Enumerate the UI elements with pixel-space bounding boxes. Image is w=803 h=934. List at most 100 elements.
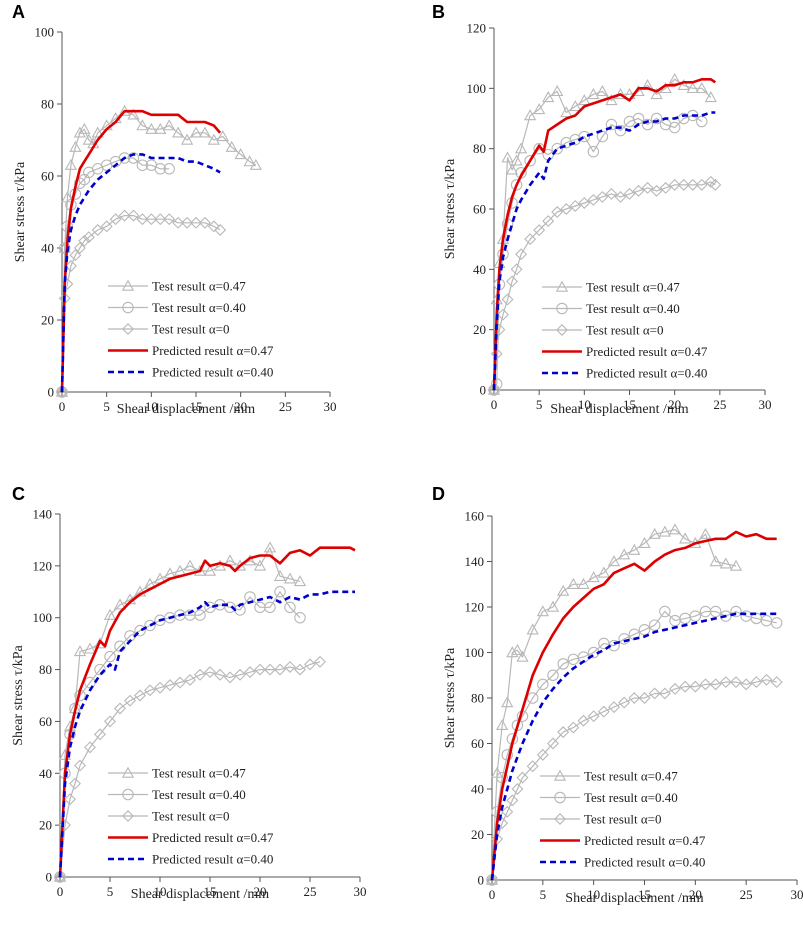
panel-d-y-axis-title: Shear stress τ/kPa [443, 647, 458, 748]
panel-d-series-2-point [709, 678, 722, 691]
panel-a-x-axis-title: Shear displacement /mm [117, 402, 256, 417]
panel-b-legend: Test result α=0.47 Test result α=0.40 Test… [542, 280, 708, 381]
panel-b-letter: B [432, 2, 445, 22]
panel-b-y-axis-title: Shear stress τ/kPa [443, 158, 458, 259]
panel-a-series-2-point [100, 220, 113, 233]
panel-c-legend: Test result α=0.47 Test result α=0.40 Test… [108, 766, 274, 867]
panel-d-legend-label-4: Predicted result α=0.40 [584, 855, 705, 870]
panel-d-series-2-point [618, 696, 631, 709]
panel-c-x-tick-label: 25 [304, 884, 317, 899]
panel-a-series-0-point [207, 133, 221, 145]
panel-d-series-0-point [546, 600, 560, 612]
panel-d-series-1-point [501, 749, 513, 761]
panel-d-series-2-point [608, 701, 620, 714]
panel-b-series-2-point [560, 203, 573, 215]
panel-a-series-0-point [234, 148, 247, 160]
panel-c-series-0-point [73, 645, 87, 657]
panel-d-legend: Test result α=0.47 Test result α=0.40 Test… [540, 769, 706, 870]
panel-b-series-0-point [605, 94, 618, 106]
panel-a-series-0-point [154, 122, 167, 134]
panel-b-series-1-point [641, 118, 654, 131]
panel-d-legend-marker-1 [554, 791, 566, 804]
panel-a-series-2-point [64, 260, 77, 272]
panel-c-series-2-point [84, 741, 96, 754]
panel-d-series-2-point [501, 805, 514, 818]
panel-c-series-0-point [83, 642, 97, 654]
panel-d-legend-marker-2 [554, 813, 566, 825]
panel-c-series-0-line [59, 547, 301, 878]
panel-b-series-0-point [505, 163, 519, 175]
panel-d-series-1-point [648, 619, 661, 631]
panel-d-series-0-point [638, 536, 651, 549]
panel-c-series-0-point [273, 569, 287, 581]
panel-b-series-2-point [659, 181, 672, 194]
panel-b-legend-marker-2 [556, 324, 568, 336]
panel-d-series-2-point [506, 794, 519, 807]
panel-b-legend-label-0: Test result α=0.47 [586, 280, 680, 295]
panel-d-series-4 [490, 612, 777, 881]
panel-d-series-0-point [668, 523, 682, 535]
panel-c-legend-label-1: Test result α=0.40 [152, 787, 246, 802]
panel-a-legend-label-0: Test result α=0.47 [152, 279, 246, 294]
panel-c-y-tick-label: 60 [39, 714, 52, 729]
panel-b-series-2-line [493, 181, 716, 391]
panel-c-y-tick-label: 140 [33, 507, 53, 522]
panel-b-y-tick-label: 120 [467, 21, 487, 36]
panel-b-series-2-point [596, 190, 609, 203]
panel-c-series-1-point [114, 640, 126, 652]
panel-d-series-0-point [496, 718, 509, 731]
panel-c-y-tick-label: 0 [46, 870, 53, 885]
panel-d-series-0-point [516, 650, 529, 662]
panel-a-series-0-point [91, 126, 104, 138]
panel-b-series-2-point [488, 384, 500, 396]
panel-d-series-2-point [496, 817, 509, 830]
panel-d-series-2-point [597, 705, 610, 718]
panel-a-x-tick-label: 0 [59, 399, 66, 414]
panel-a-series-0-point [127, 108, 140, 120]
panel-d-series-2-point [648, 687, 661, 700]
panel-d-series-2-point [730, 676, 742, 689]
panel-c-series-0-point [53, 870, 67, 882]
panel-a-series-2-point [136, 213, 149, 226]
panel-a-y-tick-label: 100 [35, 25, 55, 40]
panel-c-series-1-point [134, 624, 146, 637]
panel-a-series-1-point [136, 159, 149, 171]
panel-c-series-2-point [174, 676, 186, 689]
panel-d-series-0-point [618, 548, 631, 560]
panel-d-series-1-point [689, 610, 702, 622]
panel-b-x-tick-label: 20 [668, 397, 681, 412]
panel-d-y-tick-label: 20 [471, 827, 484, 842]
panel-a-series-0-point [64, 158, 78, 170]
panel-b-series-2-point [677, 178, 690, 191]
panel-b-series-2-point [641, 181, 654, 194]
panel-a-legend-label-2: Test result α=0 [152, 322, 230, 337]
panel-a-series-0-point [216, 130, 229, 142]
panel-b-series-0-point [650, 88, 663, 100]
panel-b-series-3-line [492, 78, 717, 391]
panel-d-series-2-point [511, 783, 524, 795]
panel-a-series-2-point [198, 216, 211, 229]
panel-a-series-0-point [225, 140, 238, 152]
panel-c-series-2-point [314, 655, 326, 668]
panel-d-series-0-point [536, 605, 549, 617]
panel-c-y-tick-label: 100 [33, 610, 53, 625]
panel-a-series-1-point [118, 152, 131, 164]
panel-d: D 0 20 40 60 80 100 120 140 160 0 5 10 15 20 25 30 Shear … [432, 484, 803, 906]
panel-a-y-tick-label: 20 [41, 313, 54, 328]
panel-c-series-0-point [183, 559, 197, 571]
panel-b-series-2-point [569, 200, 582, 212]
panel-a-series-2-point [118, 209, 131, 222]
panel-b-series-2-point [510, 263, 523, 276]
panel-b-series-2-point [632, 184, 645, 197]
panel-a-series-0-point [78, 122, 91, 134]
panel-c-series-1-point [274, 586, 286, 598]
panel-b-x-tick-label: 0 [491, 397, 498, 412]
panel-c-series-2-point [154, 681, 166, 694]
panel-a-series-2-point [56, 386, 68, 398]
panel-d-series-2-point [577, 714, 590, 727]
panel-a-legend-marker-0 [121, 279, 135, 291]
panel-d-x-tick-label: 20 [689, 887, 702, 902]
panel-b-series-0-point [560, 106, 573, 118]
panel-b-series-0-point [569, 100, 582, 112]
panel-b-legend-marker-0 [555, 280, 569, 292]
